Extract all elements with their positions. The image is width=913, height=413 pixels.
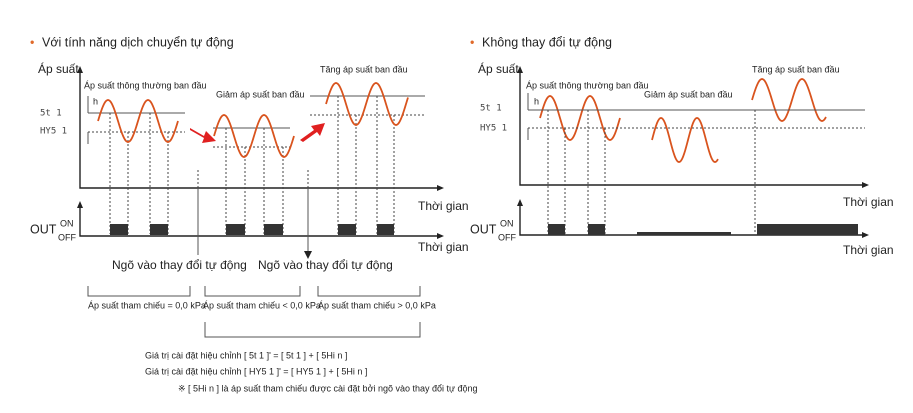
x-label: Thời gian: [418, 199, 469, 213]
axis: [79, 70, 440, 189]
footnote: ※ [ 5Hi n ] là áp suất tham chiếu được c…: [178, 383, 478, 393]
st: 5t 1: [40, 109, 62, 119]
label: Áp suất thông thường ban đầu: [84, 80, 207, 90]
pressure-wave: [651, 117, 719, 163]
off: OFF: [58, 232, 76, 242]
right-title: Không thay đổi tự động: [482, 35, 612, 49]
label: Tăng áp suất ban đầu: [752, 64, 840, 74]
h: h: [93, 96, 98, 106]
label: Giảm áp suất ban đầu: [644, 89, 733, 99]
x-label: Thời gian: [843, 195, 894, 209]
h: h: [534, 96, 539, 106]
pressure-wave: [539, 95, 621, 141]
pressure-wave: [325, 82, 409, 126]
pressure-wave: [751, 78, 827, 122]
ref-label: Áp suất tham chiếu < 0,0 kPa: [203, 300, 321, 310]
ref-label: Áp suất tham chiếu = 0,0 kPa: [88, 300, 206, 310]
left-title: Với tính năng dịch chuyển tự động: [42, 35, 234, 49]
arrow-up: [300, 123, 325, 142]
y-label: Áp suất: [38, 61, 79, 76]
ref-label: Áp suất tham chiếu > 0,0 kPa: [318, 300, 436, 310]
on: ON: [500, 218, 514, 228]
label: Giảm áp suất ban đầu: [216, 89, 305, 99]
pressure-wave: [213, 114, 295, 158]
st: 5t 1: [480, 104, 502, 114]
guides: [109, 96, 395, 234]
ref-lines: [87, 95, 425, 144]
input-label: Ngõ vào thay đổi tự động: [258, 258, 393, 272]
footnote: Giá trị cài đặt hiệu chỉnh [ HY5 1 ]' = …: [145, 366, 367, 376]
footnote: Giá trị cài đặt hiệu chỉnh [ 5t 1 ]' = […: [145, 350, 347, 360]
on: ON: [60, 218, 74, 228]
hys: HY5 1: [480, 124, 507, 134]
svg-text:•: •: [30, 35, 34, 49]
x-label-2: Thời gian: [843, 243, 894, 257]
label: Áp suất thông thường ban đầu: [526, 80, 649, 90]
out: OUT: [470, 222, 497, 236]
hys: HY5 1: [40, 127, 67, 137]
y-label: Áp suất: [478, 61, 519, 76]
pressure-wave: [97, 99, 179, 143]
svg-text:•: •: [470, 35, 474, 49]
input-label: Ngõ vào thay đổi tự động: [112, 258, 247, 272]
x-label-2: Thời gian: [418, 240, 469, 254]
arrow-down: [190, 128, 216, 143]
label: Tăng áp suất ban đầu: [320, 64, 408, 74]
out: OUT: [30, 222, 57, 236]
off: OFF: [498, 232, 516, 242]
